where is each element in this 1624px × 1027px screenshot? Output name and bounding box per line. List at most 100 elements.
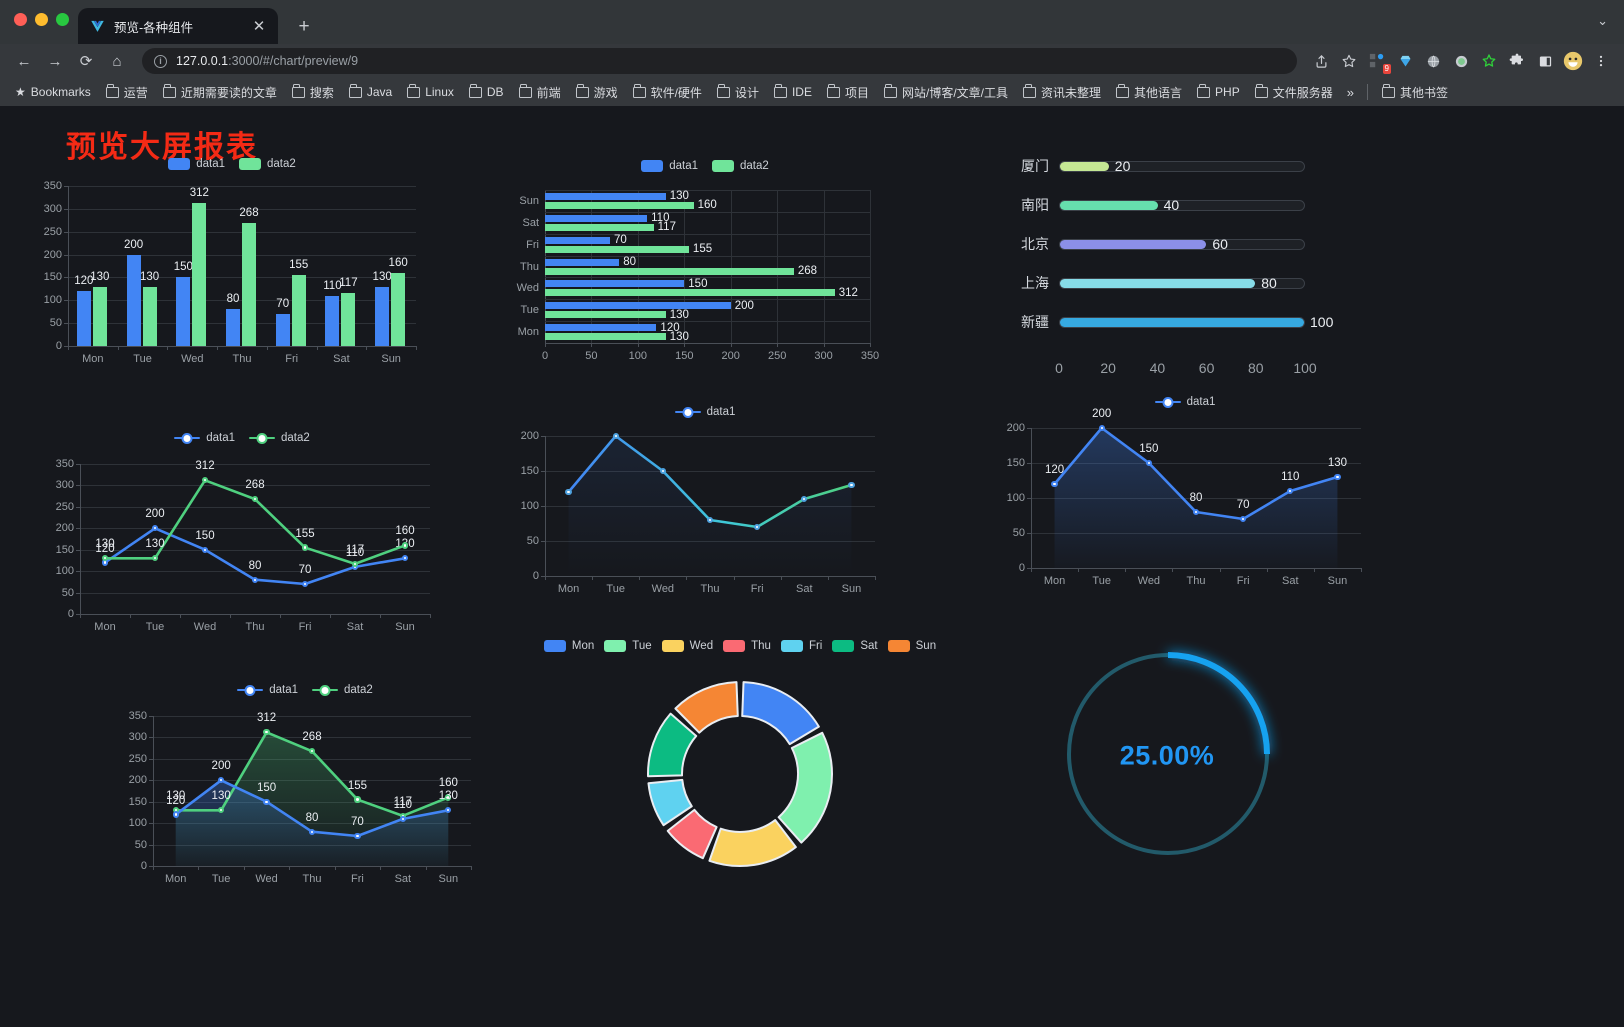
data-point[interactable]	[101, 555, 109, 562]
legend-area-single[interactable]: data1	[985, 396, 1385, 408]
bar[interactable]	[375, 286, 390, 346]
legend-vertical-bar-item-0[interactable]: data1	[168, 158, 225, 170]
data-point[interactable]	[201, 546, 209, 553]
bar[interactable]	[545, 214, 648, 222]
data-point[interactable]	[263, 798, 270, 805]
progress-row[interactable]: 新疆 100	[995, 312, 1333, 332]
bookmark-folder-13[interactable]: 资讯未整理	[1016, 81, 1108, 104]
data-point[interactable]	[1334, 473, 1341, 481]
data-point[interactable]	[263, 729, 270, 736]
data-point[interactable]	[308, 747, 316, 755]
bar[interactable]	[545, 258, 620, 266]
chart-gauge[interactable]: 25.00%	[1048, 634, 1288, 884]
green-star-icon[interactable]	[1476, 48, 1502, 74]
data-point[interactable]	[351, 560, 359, 568]
bookmark-folder-other[interactable]: 其他书签	[1375, 81, 1455, 104]
diamond-icon[interactable]	[1392, 48, 1418, 74]
chart-area-single[interactable]: data1 0 50 100 150 200 Mon Tue Wed Thu Fri Sat Sun 1…	[985, 388, 1385, 618]
chevron-down-icon[interactable]: ⌄	[1597, 13, 1608, 28]
legend-vertical-bar-item-1[interactable]: data2	[239, 158, 296, 170]
data-point[interactable]	[308, 828, 316, 835]
bar[interactable]	[545, 201, 694, 209]
bar[interactable]	[545, 280, 685, 288]
data-point[interactable]	[1192, 508, 1200, 516]
bar[interactable]	[291, 275, 306, 346]
bar[interactable]	[341, 292, 356, 346]
bar[interactable]	[325, 295, 340, 346]
bookmark-folder-4[interactable]: Linux	[400, 82, 461, 102]
donut-graphic[interactable]	[630, 664, 850, 884]
progress-track[interactable]: 60	[1059, 236, 1305, 252]
progress-row[interactable]: 北京 60	[995, 234, 1305, 254]
legend-horizontal-bar-item-1[interactable]: data2	[712, 160, 769, 172]
legend-horizontal-bar-item-0[interactable]: data1	[641, 160, 698, 172]
data-point[interactable]	[151, 555, 159, 562]
data-point[interactable]	[612, 432, 619, 440]
data-point[interactable]	[399, 815, 407, 823]
donut-slice[interactable]	[708, 819, 797, 867]
data-point[interactable]	[201, 477, 209, 484]
legend-line-two-series-item-1[interactable]: data2	[249, 432, 310, 444]
bar[interactable]	[545, 333, 666, 341]
bookmark-folder-6[interactable]: 前端	[512, 81, 568, 104]
data-point[interactable]	[445, 807, 452, 814]
bookmark-folder-0[interactable]: 运营	[99, 81, 155, 104]
data-point[interactable]	[801, 495, 808, 503]
legend-line-two-series[interactable]: data1 data2	[32, 432, 452, 444]
chart-line-gradient[interactable]: data1 0 50 100 150 200 Mon Tue Wed Thu Fri Sat Sun	[505, 398, 905, 628]
data-point[interactable]	[445, 794, 452, 801]
share-icon[interactable]	[1308, 48, 1334, 74]
progress-track[interactable]: 100	[1059, 314, 1333, 330]
circle-icon[interactable]	[1448, 48, 1474, 74]
bar[interactable]	[176, 277, 191, 346]
chart-horizontal-bar[interactable]: data1 data2 0 50 100 150 200 250 300 350 Sun 130 16…	[505, 148, 905, 378]
bookmark-folder-8[interactable]: 软件/硬件	[626, 81, 709, 104]
back-button[interactable]: ←	[16, 52, 32, 70]
data-point[interactable]	[354, 796, 361, 803]
browser-tab[interactable]: 预览-各种组件 ✕	[78, 8, 278, 44]
bookmark-folder-5[interactable]: DB	[462, 82, 511, 102]
bar[interactable]	[242, 223, 256, 346]
legend-line-gradient-item-0[interactable]: data1	[674, 406, 735, 418]
donut-slice[interactable]	[647, 712, 698, 778]
legend-vertical-bar[interactable]: data1 data2	[22, 158, 442, 170]
data-point[interactable]	[706, 516, 714, 524]
data-point[interactable]	[1051, 480, 1058, 488]
bar[interactable]	[545, 302, 731, 310]
data-point[interactable]	[251, 576, 259, 583]
data-point[interactable]	[659, 467, 667, 475]
chart-vertical-bar[interactable]: data1 data2 0 50 100 150 200 250 300 350 Mon Tue We…	[22, 148, 442, 378]
legend-donut-item-1[interactable]: Tue	[604, 640, 652, 652]
legend-area-two-series[interactable]: data1 data2	[105, 684, 505, 696]
legend-horizontal-bar[interactable]: data1 data2	[505, 160, 905, 172]
legend-area-two-series-item-0[interactable]: data1	[237, 684, 298, 696]
bookmark-folder-1[interactable]: 近期需要读的文章	[156, 81, 284, 104]
progress-track[interactable]: 40	[1059, 197, 1305, 213]
globe-icon[interactable]	[1420, 48, 1446, 74]
bar[interactable]	[92, 286, 107, 346]
legend-area-two-series-item-1[interactable]: data2	[312, 684, 373, 696]
bookmark-folder-2[interactable]: 搜索	[285, 81, 341, 104]
maximize-window-button[interactable]	[56, 13, 69, 26]
legend-area-single-item-0[interactable]: data1	[1154, 396, 1215, 408]
bar[interactable]	[545, 289, 835, 297]
bookmark-folder-16[interactable]: 文件服务器	[1248, 81, 1340, 104]
donut-slice[interactable]	[674, 681, 739, 734]
data-point[interactable]	[217, 777, 225, 784]
legend-donut-item-2[interactable]: Wed	[661, 640, 713, 652]
bar[interactable]	[391, 272, 406, 346]
donut-slice[interactable]	[777, 731, 833, 844]
chart-donut[interactable]: Mon Tue Wed Thu Fri Sat Sun	[520, 636, 960, 916]
puzzle-icon[interactable]	[1504, 48, 1530, 74]
progress-row[interactable]: 南阳 40	[995, 195, 1305, 215]
progress-track[interactable]: 20	[1059, 158, 1305, 174]
bar[interactable]	[545, 324, 657, 332]
site-info-icon[interactable]: i	[154, 54, 167, 68]
progress-row[interactable]: 厦门 20	[995, 156, 1305, 176]
legend-donut-item-4[interactable]: Fri	[780, 640, 822, 652]
reload-button[interactable]: ⟳	[79, 53, 93, 70]
bar[interactable]	[126, 254, 141, 346]
new-tab-button[interactable]: +	[298, 16, 310, 37]
donut-slice[interactable]	[666, 808, 718, 860]
bar[interactable]	[545, 245, 689, 253]
